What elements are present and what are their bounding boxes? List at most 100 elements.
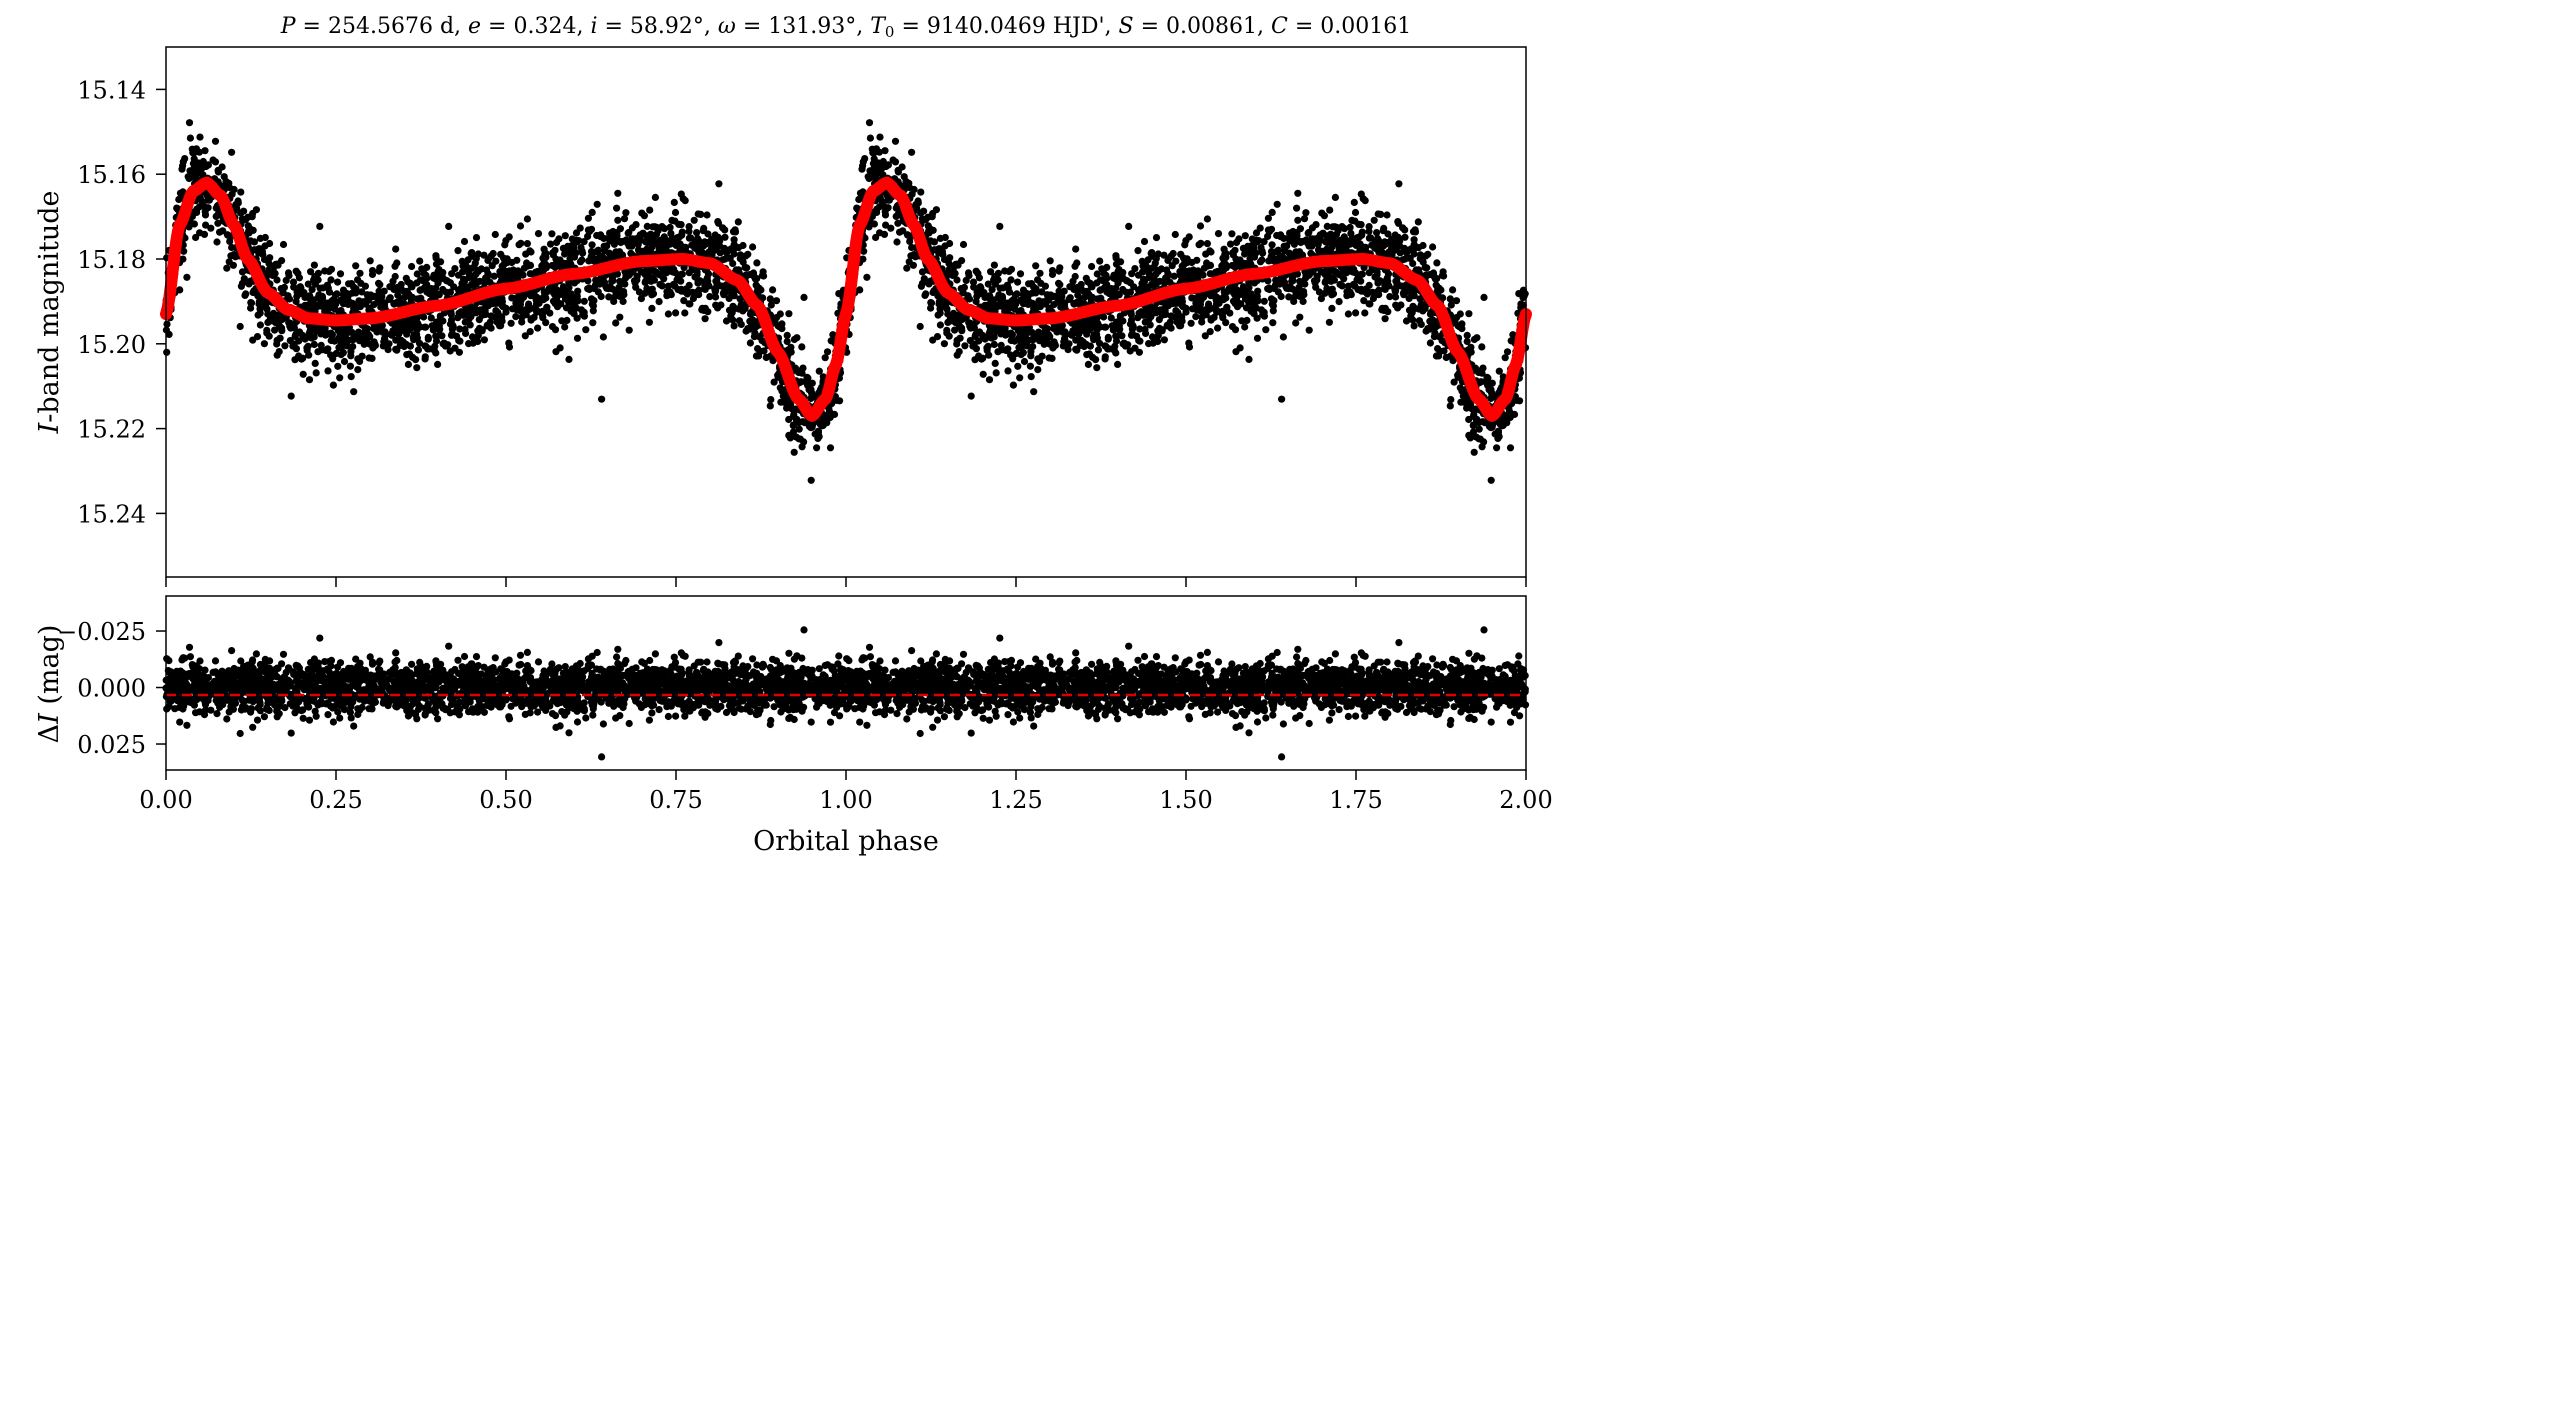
observation-point <box>1480 293 1488 301</box>
observation-point <box>329 381 337 389</box>
observation-point <box>447 331 456 339</box>
observation-point <box>273 340 281 348</box>
observation-point <box>730 322 738 330</box>
observation-point <box>1154 327 1162 335</box>
observation-point <box>526 261 535 269</box>
observation-point <box>1088 262 1096 271</box>
observation-point <box>573 334 582 342</box>
observation-point <box>561 232 569 240</box>
observation-point <box>1269 319 1277 327</box>
observation-point <box>790 335 799 344</box>
observation-point <box>1029 299 1037 307</box>
observation-point <box>318 292 326 300</box>
observation-point <box>1291 251 1299 259</box>
observation-point <box>1102 271 1110 279</box>
observation-point <box>1478 343 1486 351</box>
observation-point <box>1240 259 1248 268</box>
observation-point <box>305 376 314 384</box>
observation-point <box>703 211 711 219</box>
observation-point <box>256 234 264 242</box>
observation-point <box>959 240 968 249</box>
observation-point <box>490 272 498 280</box>
observation-point <box>1273 200 1281 208</box>
observation-point <box>1274 288 1282 296</box>
observation-point <box>1014 362 1022 370</box>
observation-point <box>981 335 989 343</box>
observation-point <box>432 337 441 345</box>
observation-point <box>305 329 313 337</box>
observation-point <box>381 300 389 308</box>
observation-point <box>299 370 307 378</box>
observation-point <box>351 306 359 314</box>
observation-point <box>1252 229 1261 237</box>
observation-point <box>649 274 657 282</box>
observation-point <box>1365 234 1373 242</box>
observation-point <box>279 240 288 249</box>
observation-point <box>643 239 652 247</box>
observation-point <box>534 230 543 238</box>
observation-point <box>673 234 681 242</box>
observation-point <box>657 236 665 244</box>
observation-point <box>727 245 736 253</box>
observation-point <box>1299 278 1307 286</box>
observation-point <box>1278 395 1286 403</box>
observation-point <box>1104 345 1112 353</box>
observation-point <box>1446 295 1454 303</box>
observation-point <box>1222 294 1230 302</box>
observation-point <box>1389 239 1397 247</box>
observation-point <box>413 364 421 372</box>
observation-point <box>1432 281 1440 289</box>
observation-point <box>1264 214 1272 222</box>
observation-point <box>606 229 614 237</box>
observation-point <box>1231 263 1239 271</box>
observation-point <box>273 276 281 284</box>
observation-point <box>1424 250 1432 258</box>
observation-point <box>929 209 937 218</box>
observation-point <box>225 258 233 266</box>
observation-point <box>588 241 596 249</box>
observation-point <box>587 247 596 256</box>
observation-point <box>460 237 469 246</box>
observation-point <box>1260 297 1268 305</box>
observation-point <box>790 448 798 456</box>
observation-point <box>1267 295 1276 303</box>
observation-point <box>1206 328 1214 336</box>
observation-point <box>498 317 506 325</box>
observation-point <box>1127 331 1136 339</box>
observation-point <box>409 353 417 361</box>
observation-point <box>652 268 660 276</box>
observation-point <box>951 269 959 277</box>
observation-point <box>979 370 987 378</box>
observation-point <box>1241 232 1249 240</box>
observation-point <box>500 254 508 262</box>
observation-point <box>936 305 944 313</box>
observation-point <box>1353 234 1361 242</box>
observation-point <box>377 324 385 332</box>
observation-point <box>632 221 640 229</box>
observation-point <box>339 300 347 308</box>
observation-point <box>600 278 609 286</box>
observation-point <box>585 285 594 294</box>
observation-point <box>1355 220 1363 228</box>
observation-point <box>201 147 209 155</box>
observation-point <box>393 298 401 306</box>
observation-point <box>352 262 360 270</box>
observation-point <box>346 362 354 370</box>
observation-point <box>1349 280 1357 289</box>
observation-point <box>642 277 650 285</box>
observation-point <box>1297 290 1305 298</box>
observation-point <box>800 293 808 301</box>
observation-point <box>1357 270 1365 278</box>
observation-point <box>194 163 202 171</box>
observation-point <box>868 145 876 153</box>
observation-point <box>1024 292 1032 300</box>
observation-point <box>767 396 775 404</box>
observation-point <box>549 251 558 259</box>
observation-point <box>354 276 362 284</box>
observation-point <box>1096 323 1104 331</box>
observation-point <box>1172 313 1180 321</box>
observation-point <box>891 137 900 145</box>
observation-point <box>1021 336 1030 344</box>
observation-point <box>807 476 815 484</box>
observation-point <box>881 147 889 155</box>
